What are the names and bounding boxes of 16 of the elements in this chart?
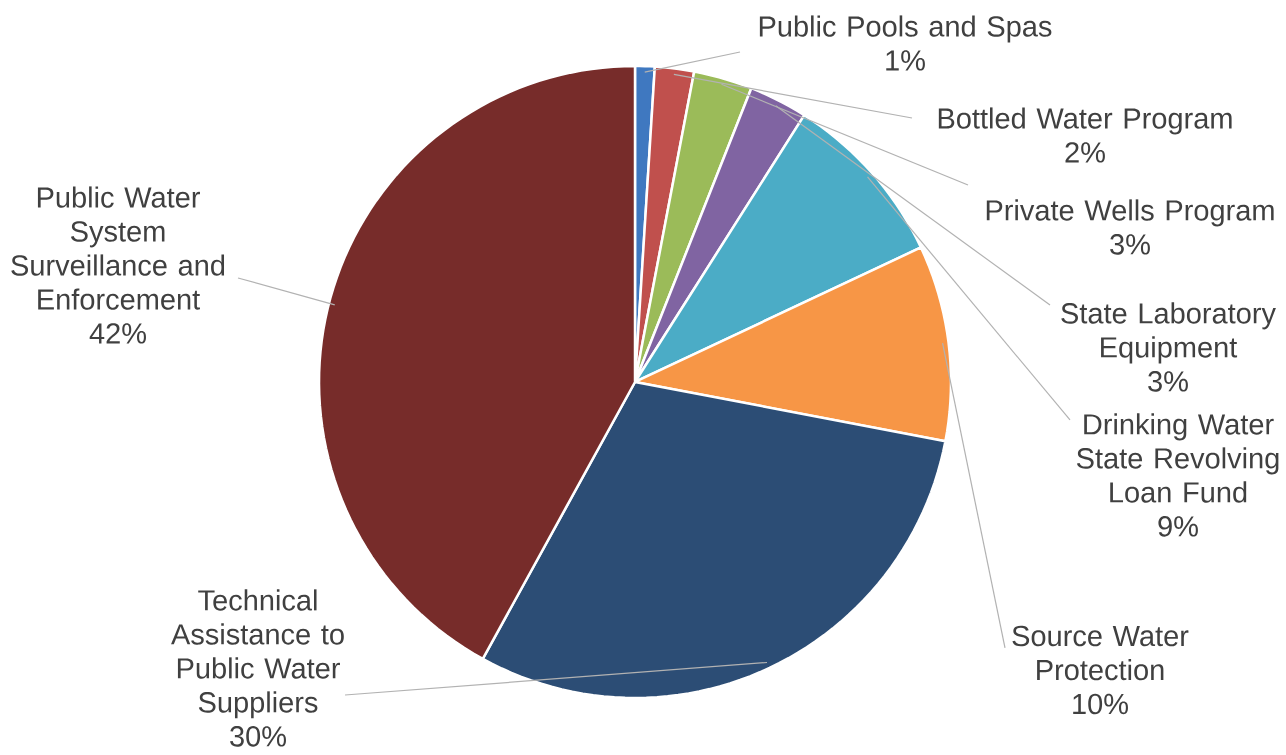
data-label: 1% [886, 50, 925, 71]
slice-label: State Laboratory Equipment [1061, 302, 1276, 364]
slice-label: Public Pools and Spas [759, 15, 1052, 43]
data-label: 9% [1158, 516, 1198, 537]
data-label: 2% [1065, 142, 1105, 163]
slice-label: Drinking Water State Revolving Loan Fund [1076, 413, 1279, 503]
slice-label: Private Wells Program [986, 199, 1274, 227]
data-label: 3% [1110, 234, 1150, 255]
data-label: 30% [230, 726, 286, 747]
data-label: 42% [89, 323, 146, 344]
slice-label: Technical Assistance to Public Water Suppliers [171, 589, 344, 719]
slice-label: Public Water System Surveillance and Enforcement [11, 186, 225, 310]
data-label: 10% [1073, 693, 1128, 715]
slice-label: Source Water Protection [1012, 625, 1189, 681]
slice-label: Bottled Water Program [938, 107, 1232, 135]
data-label: 3% [1148, 371, 1188, 392]
